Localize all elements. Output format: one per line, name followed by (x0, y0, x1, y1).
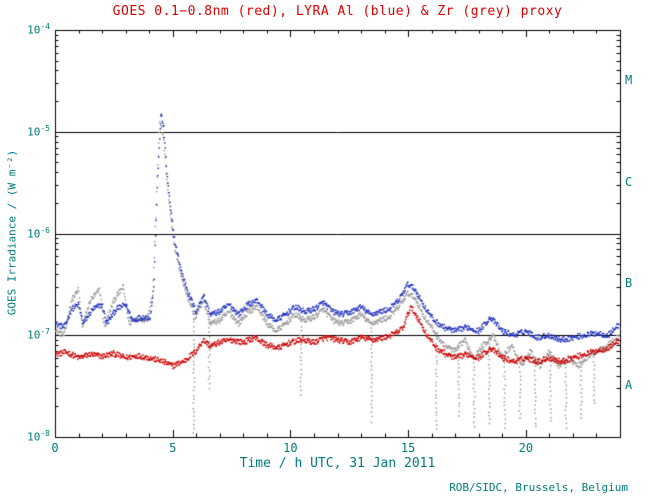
x-tick-label: 20 (518, 441, 534, 455)
x-axis-label: Time / h UTC, 31 Jan 2011 (239, 456, 436, 471)
flare-class-label-a: A (625, 378, 633, 393)
y-tick-label: 10-7 (27, 327, 50, 342)
flare-class-label-c: C (625, 174, 633, 189)
y-tick-label: 10-8 (27, 429, 50, 444)
credit-text: ROB/SIDC, Brussels, Belgium (449, 481, 628, 494)
flare-class-label-m: M (625, 72, 633, 87)
x-tick-label: 5 (169, 441, 177, 455)
x-tick-label: 15 (400, 441, 416, 455)
y-tick-label: 10-4 (27, 22, 50, 37)
x-tick-label: 0 (51, 441, 59, 455)
chart-title: GOES 0.1−0.8nm (red), LYRA Al (blue) & Z… (112, 4, 563, 19)
flare-class-label-b: B (625, 276, 633, 291)
x-tick-label: 10 (283, 441, 298, 455)
y-tick-label: 10-6 (27, 225, 50, 241)
y-tick-label: 10-5 (27, 123, 50, 139)
